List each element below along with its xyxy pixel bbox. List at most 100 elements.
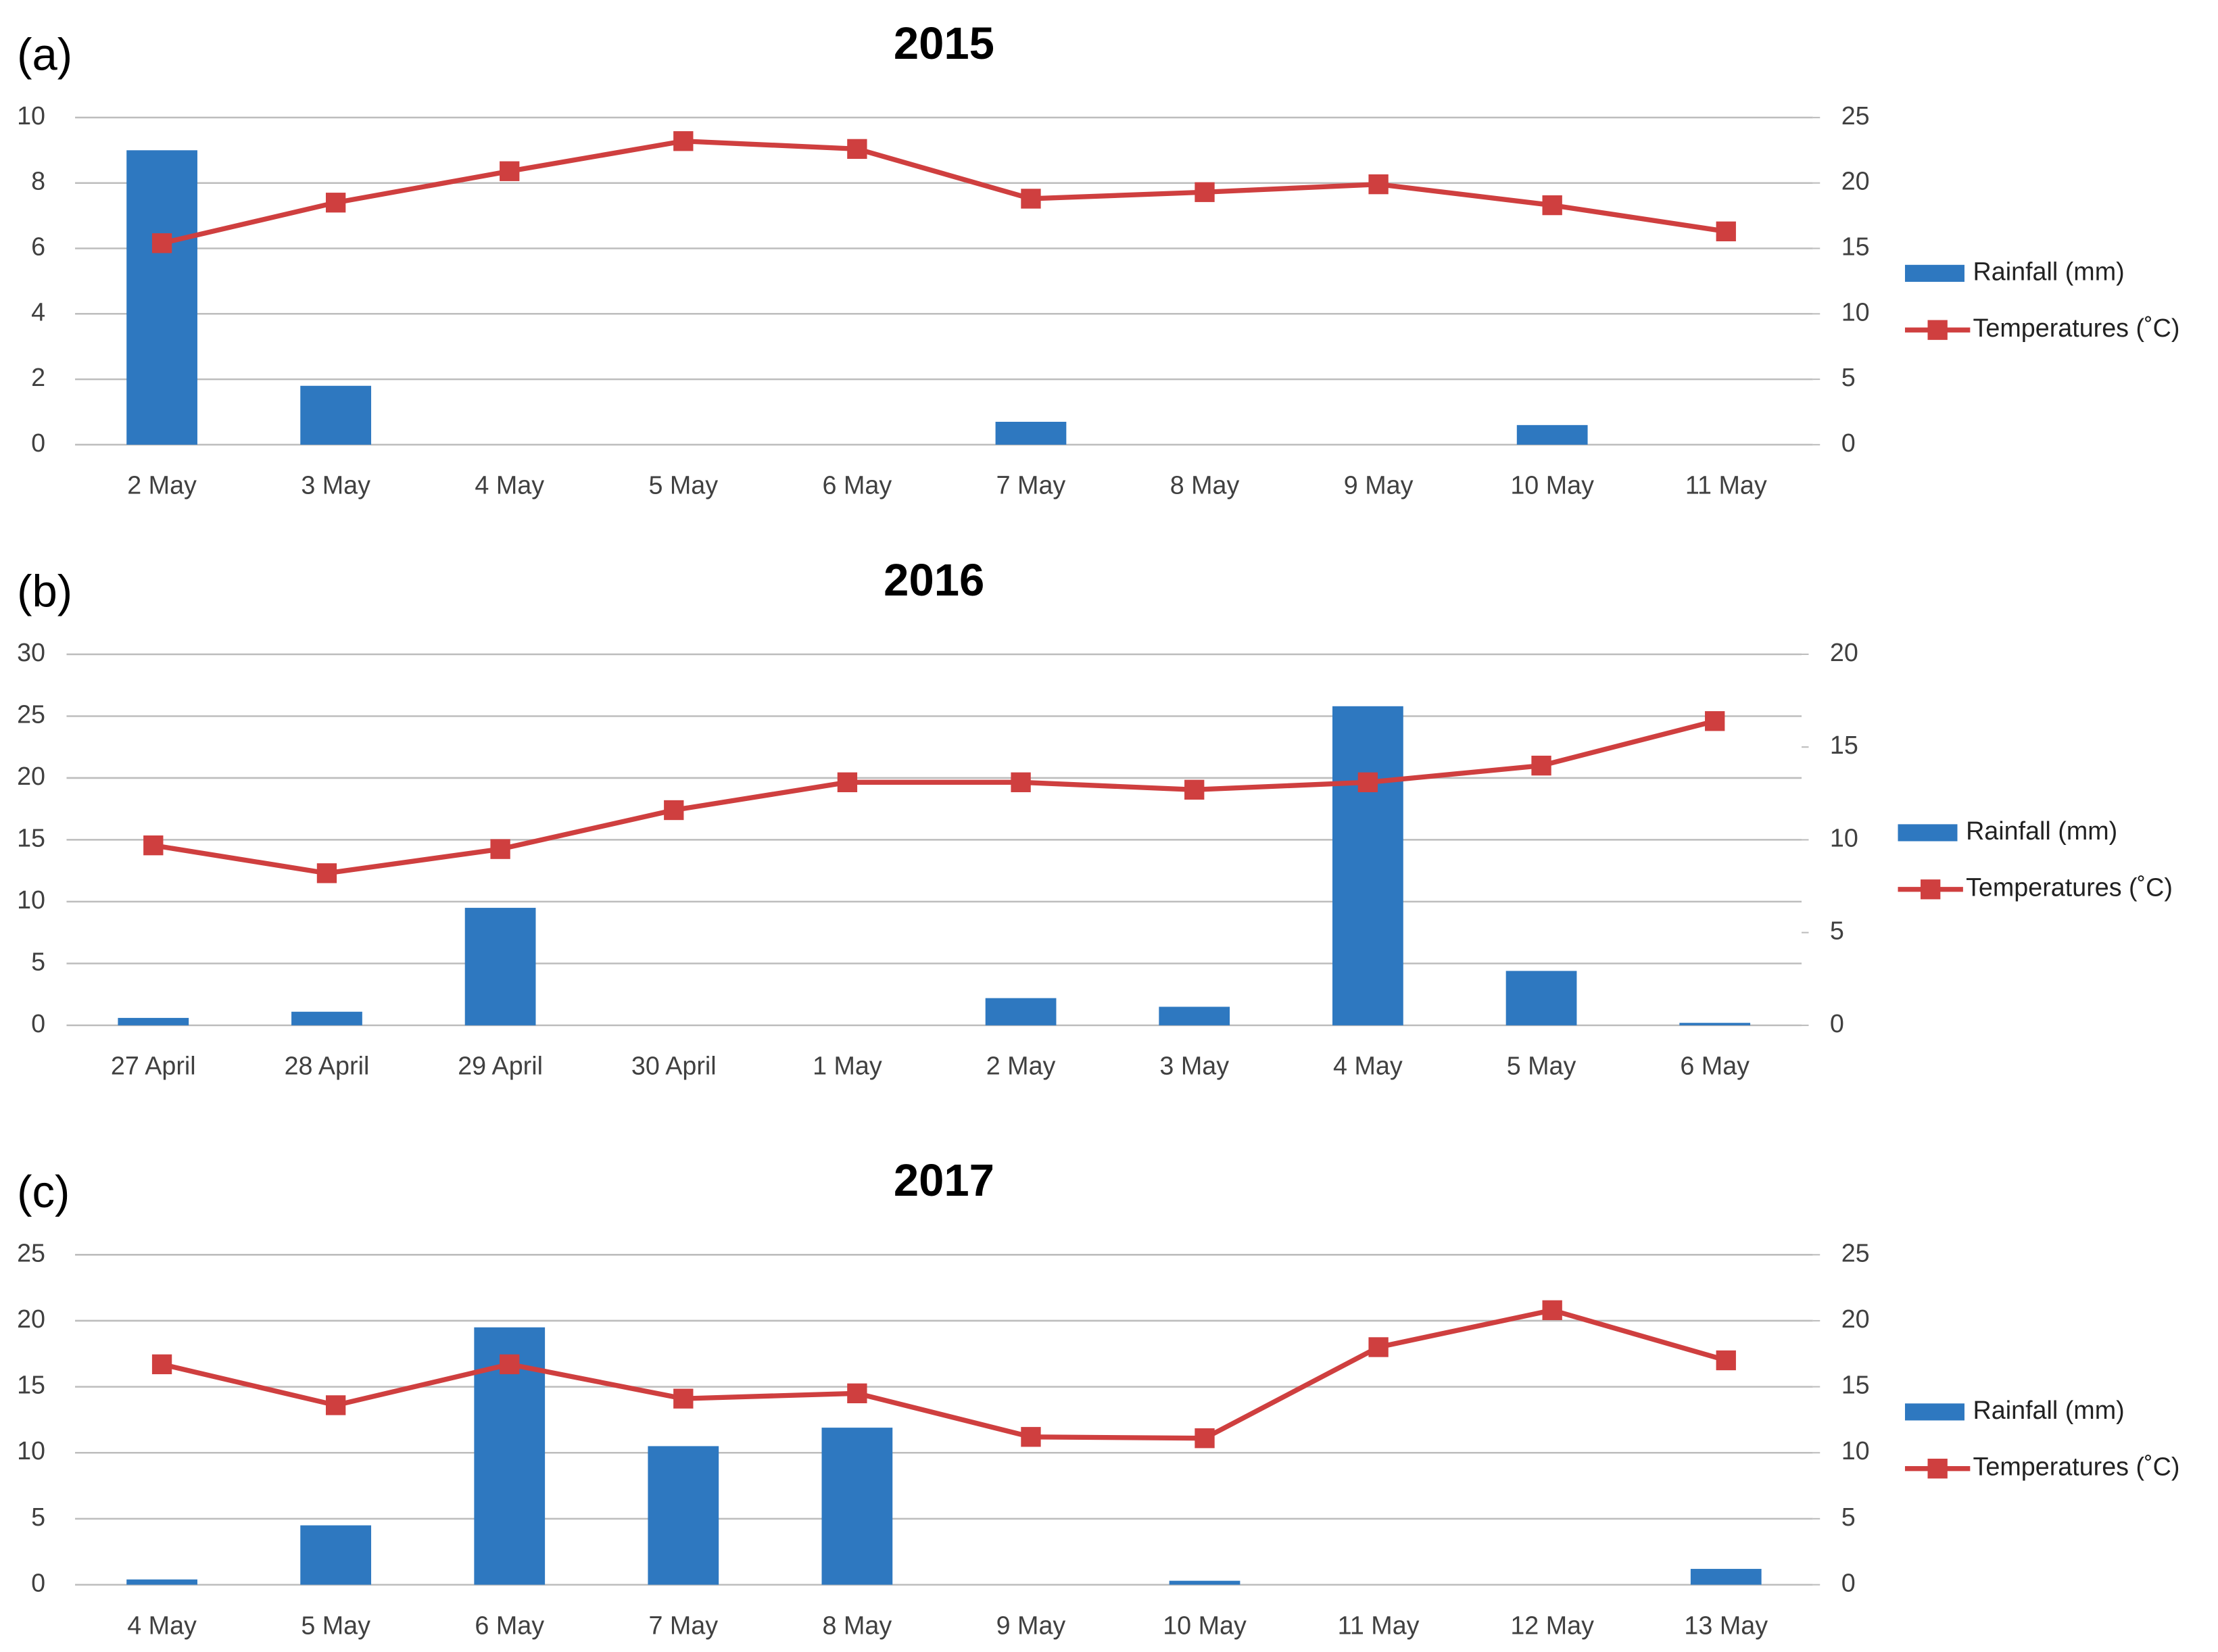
bar: [464, 908, 536, 1025]
y2-tick-label: 20: [1841, 167, 1870, 195]
y2-tick-label: 15: [1841, 232, 1870, 260]
bar: [985, 998, 1057, 1025]
legend-label: Temperatures (˚C): [1966, 873, 2173, 902]
point: [1195, 182, 1215, 202]
y2-tick-label: 10: [1841, 297, 1870, 326]
point: [1021, 189, 1041, 209]
y-tick-label: 10: [17, 101, 45, 130]
y-tick-label: 0: [31, 1009, 45, 1038]
y-tick-label: 15: [17, 823, 45, 852]
legend-marker: [1927, 1459, 1948, 1479]
y2-tick-label: 5: [1830, 917, 1844, 945]
point: [1011, 772, 1031, 793]
x-tick-label: 7 May: [996, 471, 1066, 500]
point: [500, 1354, 520, 1375]
chart-title: 2015: [894, 18, 994, 69]
x-tick-label: 5 May: [1507, 1052, 1576, 1080]
x-tick-label: 5 May: [301, 1611, 370, 1639]
bar: [1516, 424, 1588, 445]
point: [1357, 772, 1378, 793]
x-tick-label: 6 May: [1680, 1052, 1750, 1080]
chart-title: 2017: [894, 1155, 994, 1206]
point: [1184, 779, 1205, 800]
y-tick-label: 20: [17, 762, 45, 790]
y2-tick-label: 20: [1830, 638, 1858, 666]
y-tick-label: 30: [17, 638, 45, 666]
x-tick-label: 2 May: [986, 1052, 1056, 1080]
x-tick-label: 3 May: [301, 471, 370, 500]
bar: [126, 1579, 197, 1585]
point: [673, 1388, 694, 1409]
y-tick-label: 4: [31, 297, 45, 326]
x-tick-label: 11 May: [1338, 1611, 1420, 1639]
x-tick-label: 4 May: [127, 1611, 197, 1639]
legend-swatch: [1898, 824, 1958, 842]
x-tick-label: 9 May: [1344, 471, 1414, 500]
y-tick-label: 10: [17, 1436, 45, 1465]
x-tick-label: 27 April: [111, 1052, 196, 1080]
point: [316, 863, 337, 883]
y2-tick-label: 5: [1841, 363, 1856, 391]
x-tick-label: 4 May: [475, 471, 544, 500]
bar: [995, 422, 1067, 445]
bar: [1505, 971, 1577, 1025]
x-tick-label: 2 May: [127, 471, 197, 500]
y-tick-label: 20: [17, 1305, 45, 1333]
point: [151, 1354, 172, 1375]
point: [1705, 711, 1725, 731]
y2-tick-label: 5: [1841, 1503, 1856, 1531]
bar: [1679, 1023, 1751, 1025]
y2-tick-label: 0: [1841, 1568, 1856, 1597]
panel-label: (a): [17, 30, 72, 80]
point: [664, 800, 684, 821]
x-tick-label: 11 May: [1685, 471, 1767, 500]
line: [161, 139, 1727, 246]
legend-label: Temperatures (˚C): [1973, 314, 2180, 342]
x-tick-label: 8 May: [1170, 471, 1240, 500]
legend-swatch: [1904, 264, 1964, 282]
point: [1368, 1337, 1389, 1357]
y2-tick-label: 25: [1841, 101, 1870, 130]
point: [143, 835, 164, 856]
bar: [1159, 1006, 1230, 1025]
point: [673, 131, 694, 151]
point: [151, 233, 172, 253]
point: [847, 139, 867, 160]
panel-label: (b): [17, 566, 72, 617]
line: [161, 1307, 1727, 1441]
y-tick-label: 25: [17, 700, 45, 728]
point: [1195, 1428, 1215, 1449]
chart-title: 2016: [884, 555, 984, 606]
x-tick-label: 13 May: [1684, 1611, 1768, 1639]
y-tick-label: 8: [31, 167, 45, 195]
x-tick-label: 30 April: [631, 1052, 717, 1080]
y2-tick-label: 15: [1830, 731, 1858, 759]
point: [1542, 1300, 1562, 1320]
y2-tick-label: 15: [1841, 1371, 1870, 1399]
y-tick-label: 6: [31, 232, 45, 260]
y-tick-label: 5: [31, 1503, 45, 1531]
line: [153, 719, 1716, 876]
point: [325, 1395, 346, 1415]
y2-tick-label: 25: [1841, 1238, 1870, 1267]
bar: [118, 1017, 189, 1025]
x-tick-label: 1 May: [813, 1052, 882, 1080]
legend-label: Rainfall (mm): [1966, 817, 2117, 845]
y2-tick-label: 10: [1830, 823, 1858, 852]
point: [1716, 1350, 1736, 1371]
y-tick-label: 0: [31, 1568, 45, 1597]
point: [837, 772, 858, 793]
bar: [126, 150, 197, 445]
bar: [300, 1525, 372, 1585]
legend-marker: [1927, 320, 1948, 340]
x-tick-label: 29 April: [458, 1052, 543, 1080]
panel-label: (c): [17, 1167, 70, 1217]
bar: [1332, 706, 1403, 1025]
legend-label: Temperatures (˚C): [1973, 1453, 2180, 1481]
x-tick-label: 6 May: [475, 1611, 544, 1639]
point: [500, 161, 520, 181]
bar: [648, 1446, 719, 1585]
x-tick-label: 10 May: [1510, 471, 1594, 500]
